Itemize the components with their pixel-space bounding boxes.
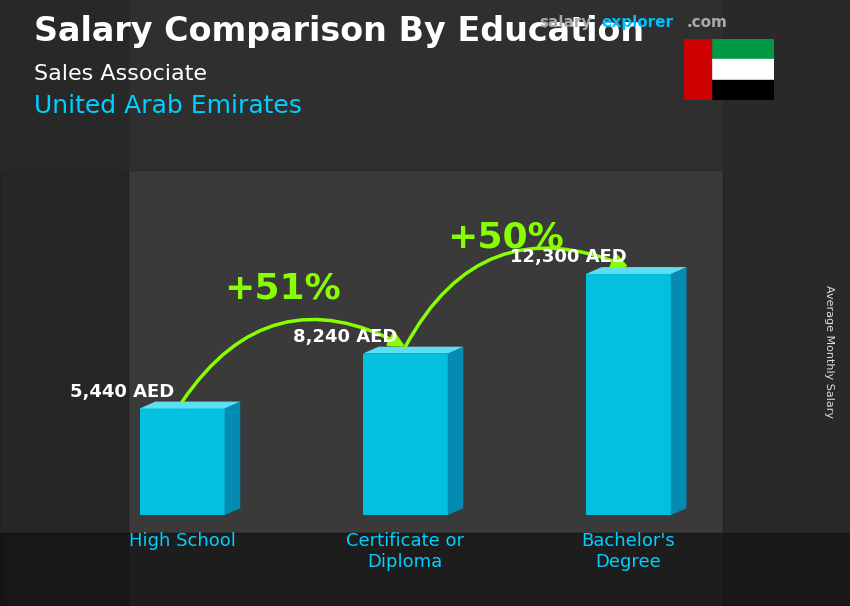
Bar — [684, 79, 774, 100]
Bar — [684, 39, 774, 59]
Polygon shape — [671, 267, 687, 515]
FancyArrowPatch shape — [405, 248, 625, 347]
Bar — [0, 533, 850, 606]
Text: United Arab Emirates: United Arab Emirates — [34, 94, 302, 118]
Text: +51%: +51% — [224, 272, 341, 306]
Text: 12,300 AED: 12,300 AED — [510, 248, 626, 266]
Text: Salary Comparison By Education: Salary Comparison By Education — [34, 15, 644, 48]
Text: .com: .com — [687, 15, 728, 30]
Polygon shape — [586, 274, 671, 515]
Polygon shape — [224, 402, 241, 515]
Polygon shape — [363, 353, 448, 515]
Polygon shape — [448, 347, 463, 515]
FancyArrowPatch shape — [182, 319, 402, 402]
Text: Sales Associate: Sales Associate — [34, 64, 207, 84]
Polygon shape — [139, 402, 241, 408]
Bar — [684, 39, 711, 100]
Text: salary: salary — [540, 15, 592, 30]
Text: 8,240 AED: 8,240 AED — [293, 328, 397, 345]
Text: Average Monthly Salary: Average Monthly Salary — [824, 285, 834, 418]
Text: +50%: +50% — [447, 220, 564, 255]
Bar — [0, 0, 850, 170]
Text: explorer: explorer — [601, 15, 673, 30]
Bar — [684, 59, 774, 79]
Polygon shape — [586, 267, 687, 274]
Polygon shape — [139, 408, 224, 515]
Bar — [0, 0, 128, 606]
Polygon shape — [363, 347, 463, 353]
Text: 5,440 AED: 5,440 AED — [70, 382, 174, 401]
Bar — [722, 0, 850, 606]
